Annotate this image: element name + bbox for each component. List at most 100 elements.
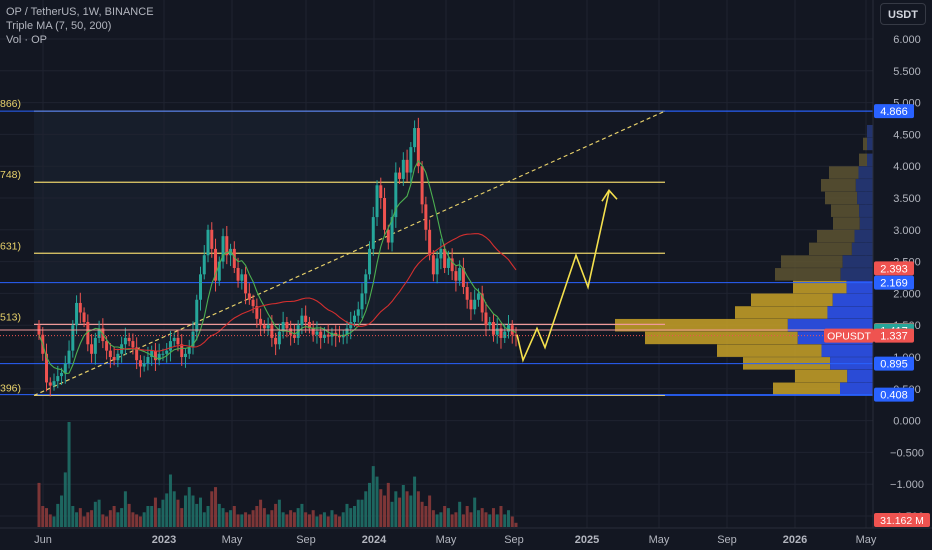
candle-body xyxy=(491,322,495,335)
price-tick-label: 4.000 xyxy=(893,161,921,173)
candle-body xyxy=(221,236,225,262)
volume-bar xyxy=(364,491,368,527)
volume-profile-bar xyxy=(858,166,873,179)
volume-bar xyxy=(330,510,334,527)
candle-body xyxy=(108,350,112,357)
fib-level-label: 866) xyxy=(0,98,21,110)
volume-bar xyxy=(480,508,484,527)
price-tag xyxy=(874,328,914,343)
volume-bar xyxy=(439,512,443,527)
candle-body xyxy=(322,334,326,338)
candle-body xyxy=(424,204,428,230)
volume-bar xyxy=(514,522,518,527)
currency-selector-button[interactable]: USDT xyxy=(880,3,926,25)
volume-bar xyxy=(112,506,116,527)
candle-body xyxy=(63,363,67,373)
volume-profile-bar xyxy=(645,331,798,345)
volume-bar xyxy=(247,514,251,527)
volume-bar xyxy=(435,514,439,527)
candle-body xyxy=(97,328,101,338)
candle-body xyxy=(232,248,236,268)
candle-body xyxy=(168,341,172,351)
volume-bar xyxy=(255,506,259,527)
volume-bar xyxy=(296,508,300,527)
candle-body xyxy=(409,147,413,173)
price-tag-label: 4.866 xyxy=(880,106,908,118)
volume-bar xyxy=(135,514,139,527)
candle-body xyxy=(360,293,364,310)
candle-body xyxy=(326,334,330,337)
candle-body xyxy=(307,322,311,329)
candle-body xyxy=(266,325,270,329)
price-tick-label: 2.000 xyxy=(893,288,921,300)
volume-bar xyxy=(183,495,187,527)
volume-bar xyxy=(82,516,86,527)
volume-bar xyxy=(356,499,360,527)
volume-indicator-label[interactable]: Vol · OP xyxy=(6,34,47,46)
volume-bar xyxy=(337,516,341,527)
candle-body xyxy=(153,350,157,361)
candle-body xyxy=(236,267,240,281)
volume-profile-bar xyxy=(859,153,867,167)
time-tick-label: 2025 xyxy=(575,534,599,546)
candle-body xyxy=(240,274,244,281)
candle-body xyxy=(443,248,447,268)
volume-bar xyxy=(334,514,338,527)
candle-body xyxy=(488,322,492,326)
volume-bar xyxy=(319,514,323,527)
volume-bar xyxy=(458,501,462,527)
candle-body xyxy=(469,299,473,310)
volume-bar xyxy=(484,512,488,527)
candle-body xyxy=(142,363,146,367)
candle-body xyxy=(458,267,462,281)
volume-profile-bar xyxy=(781,255,843,268)
candle-body xyxy=(386,229,390,243)
candle-body xyxy=(210,229,214,249)
candle-body xyxy=(138,360,142,367)
volume-bar xyxy=(101,514,105,527)
volume-profile-bar xyxy=(809,242,852,256)
volume-bar xyxy=(217,503,221,527)
triple-ma-indicator-label[interactable]: Triple MA (7, 50, 200) xyxy=(6,20,112,32)
candle-body xyxy=(473,299,477,310)
candle-body xyxy=(413,128,417,148)
volume-profile-bar xyxy=(773,382,840,396)
candle-body xyxy=(416,128,420,167)
fib-level-label: 396) xyxy=(0,382,21,394)
candle-body xyxy=(285,322,289,329)
candle-body xyxy=(319,331,323,338)
price-tag-label: 0.408 xyxy=(880,390,908,402)
volume-profile-bar xyxy=(867,153,873,167)
candle-body xyxy=(165,350,169,354)
volume-bar xyxy=(428,495,432,527)
candle-body xyxy=(356,309,360,316)
price-tag xyxy=(874,104,914,119)
volume-bar xyxy=(45,508,49,527)
candle-body xyxy=(60,372,64,377)
candle-body xyxy=(199,274,203,300)
candle-body xyxy=(131,341,135,348)
candle-body xyxy=(150,350,154,357)
volume-bar xyxy=(86,512,90,527)
volume-profile-bar xyxy=(840,382,873,396)
volume-bar xyxy=(345,503,349,527)
volume-bar xyxy=(105,516,109,527)
time-tick-label: Sep xyxy=(504,534,524,546)
volume-bar xyxy=(229,510,233,527)
volume-tag xyxy=(874,513,930,527)
candle-body xyxy=(401,159,405,179)
volume-bar xyxy=(450,514,454,527)
volume-bar xyxy=(503,514,507,527)
volume-bar xyxy=(236,514,240,527)
volume-bar xyxy=(71,506,75,527)
time-tick-label: 2023 xyxy=(152,534,176,546)
symbol-title[interactable]: OP / TetherUS, 1W, BINANCE xyxy=(6,6,154,18)
volume-bar xyxy=(409,495,413,527)
time-tick-label: May xyxy=(856,534,877,546)
candle-body xyxy=(52,381,56,386)
candle-body xyxy=(180,344,184,357)
volume-bar xyxy=(420,501,424,527)
price-tag-label: 2.393 xyxy=(880,263,908,275)
volume-bar xyxy=(90,510,94,527)
